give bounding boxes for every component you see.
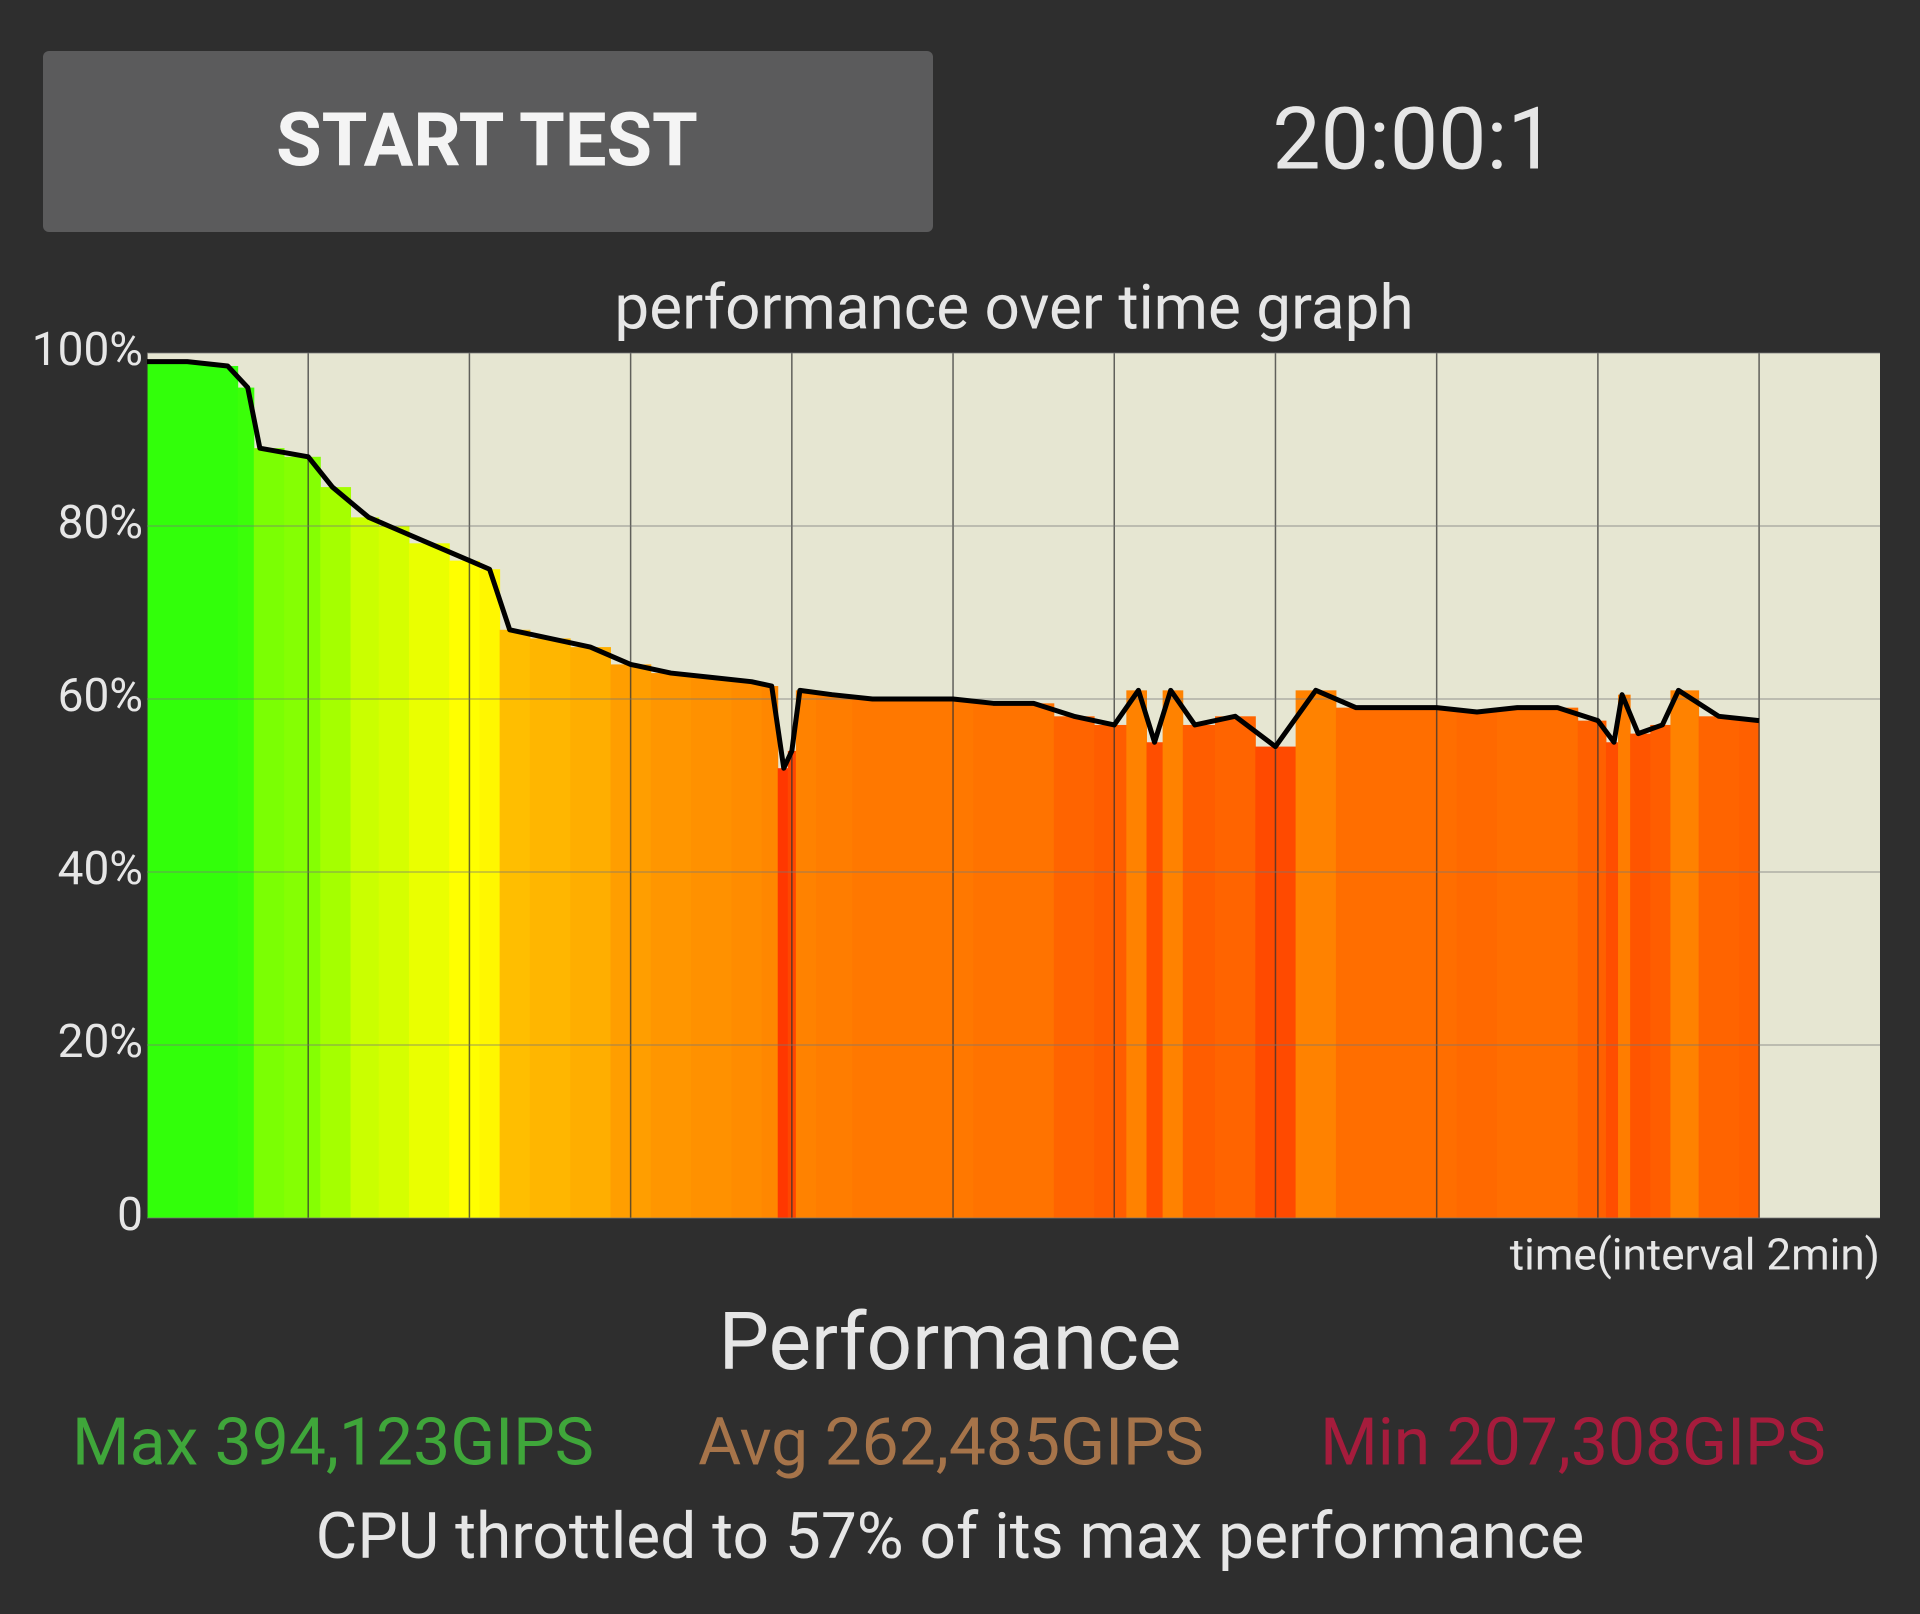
y-tick-label: 20% <box>58 1015 143 1069</box>
start-button-label[interactable]: START TEST <box>276 98 698 185</box>
chart-title: performance over time graph <box>614 271 1413 344</box>
level-bar <box>1497 707 1538 1218</box>
level-bar <box>1126 690 1147 1218</box>
level-bar <box>237 387 255 1219</box>
level-bar <box>167 361 208 1218</box>
level-bar <box>1537 707 1579 1218</box>
level-bar <box>1670 690 1700 1218</box>
level-bar <box>320 487 352 1218</box>
level-bar <box>1698 716 1740 1218</box>
level-bar <box>691 677 732 1218</box>
max-stat: Max 394,123GIPS <box>72 1404 594 1481</box>
level-bar <box>761 686 779 1218</box>
level-bar <box>650 673 692 1218</box>
min-stat: Min 207,308GIPS <box>1320 1404 1826 1481</box>
level-bar <box>852 699 894 1218</box>
level-bar <box>408 543 450 1218</box>
level-bar <box>147 361 168 1218</box>
level-bar <box>1738 720 1760 1218</box>
level-bar <box>795 690 817 1218</box>
avg-stat: Avg 262,485GIPS <box>698 1404 1204 1481</box>
level-bar <box>207 365 239 1219</box>
level-bar <box>479 569 501 1218</box>
level-bar <box>731 681 763 1218</box>
performance-line <box>147 359 1760 771</box>
level-bar <box>350 517 380 1218</box>
level-bar <box>1605 742 1619 1218</box>
level-bar <box>1577 720 1607 1218</box>
level-bar <box>1650 724 1671 1218</box>
y-tick-label: 100% <box>32 323 143 377</box>
level-bar <box>284 456 321 1218</box>
level-bar <box>1630 733 1651 1218</box>
level-bar <box>1376 707 1418 1218</box>
level-bar <box>892 699 934 1218</box>
level-bar <box>816 694 853 1218</box>
start-button[interactable] <box>43 51 933 232</box>
level-bar <box>1618 694 1631 1218</box>
timer: 20:00:1 <box>1272 89 1555 190</box>
level-bar <box>1335 707 1377 1218</box>
level-bar <box>449 560 480 1218</box>
level-bar <box>529 638 571 1218</box>
level-bar <box>1162 690 1184 1218</box>
throttle-note: CPU throttled to 57% of its max performa… <box>316 1499 1585 1574</box>
level-bar <box>570 647 611 1218</box>
summary-title: Performance <box>719 1295 1182 1389</box>
level-bar <box>253 448 285 1218</box>
level-bar <box>499 629 531 1218</box>
y-tick-label: 0 <box>117 1188 143 1242</box>
level-bar <box>1094 724 1127 1218</box>
level-bar <box>1053 716 1095 1218</box>
level-bar <box>1013 703 1055 1218</box>
y-tick-label: 80% <box>58 496 143 550</box>
level-bar <box>1456 711 1498 1218</box>
y-tick-label: 40% <box>58 842 143 896</box>
x-axis-label: time(interval 2min) <box>1510 1229 1880 1281</box>
level-bar <box>973 703 1014 1218</box>
level-bar <box>1146 742 1164 1218</box>
level-bar <box>1215 716 1256 1218</box>
level-bar <box>777 768 789 1218</box>
level-bar <box>1295 690 1337 1218</box>
y-tick-label: 60% <box>58 669 143 723</box>
level-bar <box>1182 724 1216 1218</box>
